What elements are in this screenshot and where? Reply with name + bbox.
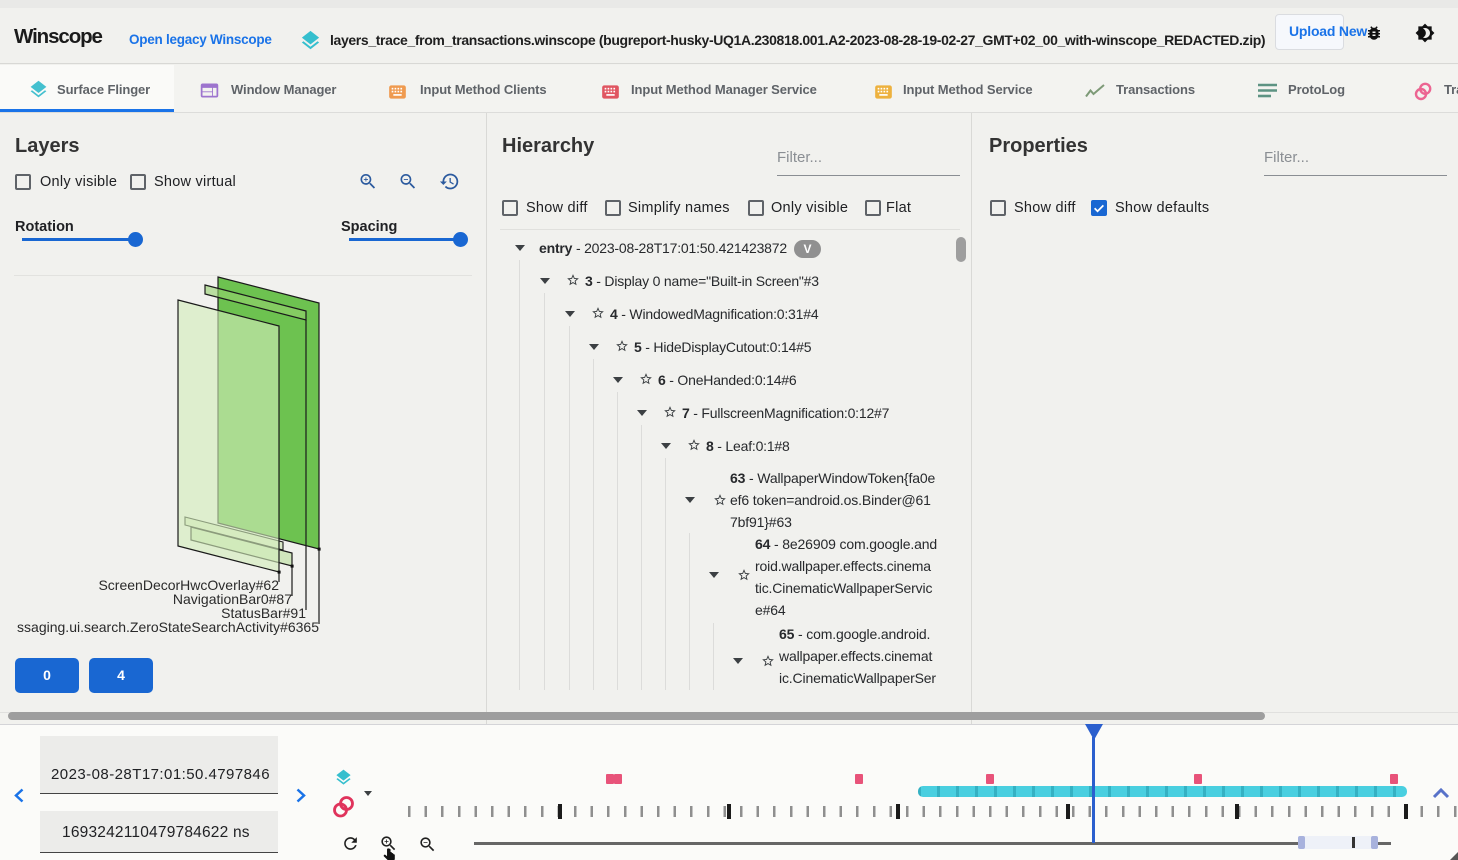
svg-text:NavigationBar0#87: NavigationBar0#87 xyxy=(173,591,292,607)
svg-text:StatusBar#91: StatusBar#91 xyxy=(221,605,306,621)
svg-text:ScreenDecorHwcOverlay#62: ScreenDecorHwcOverlay#62 xyxy=(98,577,279,593)
svg-text:ssaging.ui.search.ZeroStateSea: ssaging.ui.search.ZeroStateSearchActivit… xyxy=(17,619,319,635)
